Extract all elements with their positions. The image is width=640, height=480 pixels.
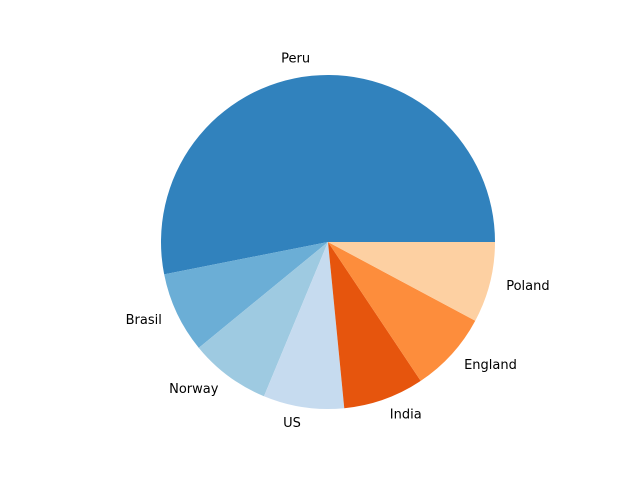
pie-label-brasil: Brasil: [126, 313, 162, 328]
pie-label-india: India: [390, 407, 422, 422]
pie-slices: [161, 75, 495, 409]
pie-label-poland: Poland: [506, 279, 549, 294]
pie-slice-peru: [161, 75, 495, 275]
pie-slice-india: [328, 242, 421, 409]
pie-slice-poland: [328, 242, 495, 321]
pie-label-peru: Peru: [281, 52, 310, 67]
pie-label-england: England: [464, 358, 517, 373]
pie-slice-brasil: [164, 242, 328, 348]
pie-slice-norway: [198, 242, 328, 397]
pie-label-us: US: [283, 416, 301, 431]
pie-slice-england: [328, 242, 476, 381]
pie-label-norway: Norway: [169, 382, 219, 397]
pie-labels: Peru Brasil Norway US India England Poland: [126, 52, 550, 432]
pie-slice-us: [263, 242, 345, 409]
